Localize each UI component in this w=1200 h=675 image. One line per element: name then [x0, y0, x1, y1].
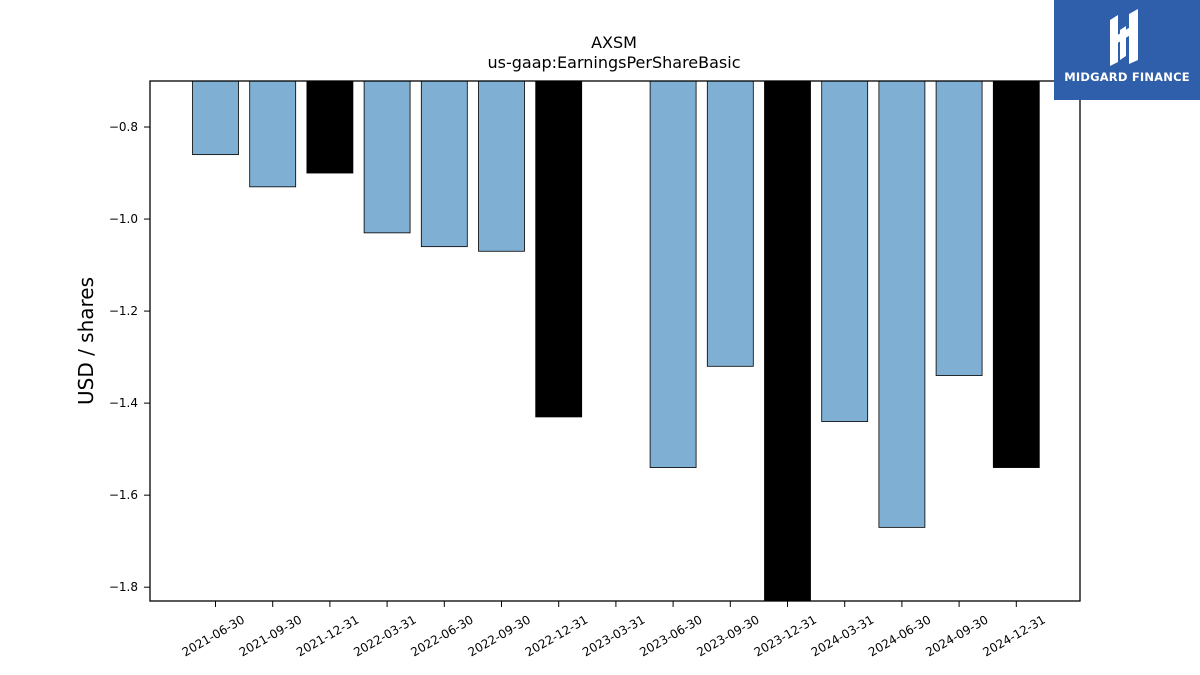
- bar-2022-09-30: [478, 80, 525, 252]
- x-tick-label: 2022-03-31: [351, 612, 418, 659]
- bar-2023-09-30: [706, 80, 754, 367]
- x-tick-label: 2022-06-30: [408, 612, 475, 659]
- y-tick-label: −1.6: [109, 488, 138, 502]
- chart-title: AXSM: [591, 33, 637, 52]
- bar-2022-06-30: [420, 80, 468, 248]
- bar-2024-12-31: [992, 80, 1040, 468]
- x-tick-label: 2023-09-30: [694, 612, 761, 659]
- bar-2024-06-30: [878, 80, 926, 528]
- x-tick-label: 2024-12-31: [980, 612, 1047, 659]
- bar-2024-09-30: [935, 80, 983, 376]
- y-ticks-group: −0.8 −1.0 −1.2 −1.4 −1.6 −1.8: [109, 120, 150, 594]
- bars-group: [192, 80, 1040, 602]
- brand-name: MIDGARD FINANCE: [1064, 70, 1190, 84]
- x-tick-label: 2021-09-30: [237, 612, 304, 659]
- x-tick-label: 2022-12-31: [523, 612, 590, 659]
- brand-logo: MIDGARD FINANCE: [1054, 0, 1200, 100]
- bar-2021-09-30: [249, 80, 297, 188]
- midgard-logo-icon: [1110, 9, 1138, 66]
- y-tick-label: −1.8: [109, 580, 138, 594]
- y-tick-label: −0.8: [109, 120, 138, 134]
- x-tick-label: 2023-06-30: [637, 612, 704, 659]
- y-tick-label: −1.4: [109, 396, 138, 410]
- y-tick-label: −1.0: [109, 212, 138, 226]
- y-tick-label: −1.2: [109, 304, 138, 318]
- bar-2023-06-30: [649, 80, 697, 468]
- x-tick-label: 2023-03-31: [580, 612, 647, 659]
- x-tick-label: 2023-12-31: [752, 612, 819, 659]
- x-tick-label: 2021-06-30: [180, 612, 247, 659]
- bar-2022-03-31: [363, 80, 411, 234]
- x-tick-label: 2021-12-31: [294, 612, 361, 659]
- y-axis-label: USD / shares: [74, 277, 98, 405]
- x-tick-label: 2024-09-30: [923, 612, 990, 659]
- x-tick-label: 2024-03-31: [809, 612, 876, 659]
- bar-2021-12-31: [306, 80, 354, 174]
- bar-2022-12-31: [535, 80, 583, 418]
- bar-2023-12-31: [764, 80, 811, 602]
- bar-2024-03-31: [821, 80, 869, 422]
- plot-frame: [149, 80, 1081, 602]
- x-tick-label: 2024-06-30: [866, 612, 933, 659]
- x-tick-label: 2022-09-30: [466, 612, 533, 659]
- bar-2021-06-30: [192, 80, 239, 156]
- chart-subtitle: us-gaap:EarningsPerShareBasic: [487, 53, 740, 72]
- x-ticks-group: 2021-06-302021-09-302021-12-312022-03-31…: [180, 601, 1048, 659]
